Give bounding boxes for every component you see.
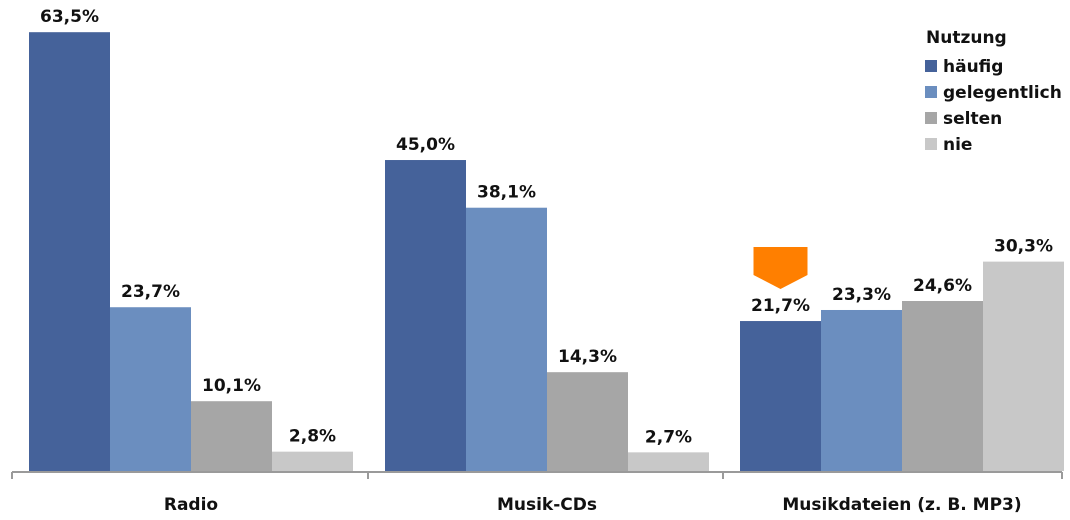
value-label: 45,0% <box>396 135 455 155</box>
category-label: Musikdateien (z. B. MP3) <box>782 495 1021 515</box>
bars-layer <box>29 32 1064 472</box>
x-axis: Radio Musik-CDs Musikdateien (z. B. MP3) <box>11 471 1063 515</box>
value-label: 2,8% <box>289 427 336 447</box>
legend-title: Nutzung <box>926 28 1007 48</box>
category-label: Musik-CDs <box>497 495 597 515</box>
bar-3-2 <box>547 372 628 471</box>
legend-swatch <box>925 86 937 98</box>
value-label: 21,7% <box>751 296 810 316</box>
highlight-arrow-icon <box>753 247 808 289</box>
value-label: 23,3% <box>832 285 891 305</box>
value-label: 14,3% <box>558 347 617 367</box>
bar-4-1 <box>272 451 353 471</box>
category-label: Radio <box>164 495 218 515</box>
bar-3-3 <box>902 301 983 471</box>
value-label: 2,7% <box>645 427 692 447</box>
bar-4-2 <box>628 452 709 471</box>
highlight-marker-layer <box>753 247 808 289</box>
value-label: 23,7% <box>121 282 180 302</box>
value-label: 24,6% <box>913 276 972 296</box>
bar-1-2 <box>385 160 466 471</box>
bar-2-3 <box>821 309 902 471</box>
bar-1-1 <box>29 32 110 472</box>
bar-4-3 <box>983 261 1064 471</box>
legend-swatch <box>925 138 937 150</box>
legend-label: nie <box>943 135 972 155</box>
legend-label: gelegentlich <box>943 83 1062 103</box>
value-label: 10,1% <box>202 376 261 396</box>
bar-2-1 <box>110 307 191 471</box>
legend-swatch <box>925 112 937 124</box>
legend-label: selten <box>943 109 1002 129</box>
value-label: 38,1% <box>477 183 536 203</box>
bar-2-2 <box>466 207 547 471</box>
value-label: 30,3% <box>994 237 1053 257</box>
legend: Nutzung häufig gelegentlich selten nie <box>925 28 1062 155</box>
bar-1-3 <box>740 321 821 471</box>
legend-label: häufig <box>943 57 1003 77</box>
value-label: 63,5% <box>40 7 99 27</box>
bar-3-1 <box>191 401 272 471</box>
value-labels-layer: 63,5% 23,7% 10,1% 2,8% 45,0% 38,1% 14,3% 2,7% 21… <box>40 7 1053 447</box>
legend-swatch <box>925 60 937 72</box>
